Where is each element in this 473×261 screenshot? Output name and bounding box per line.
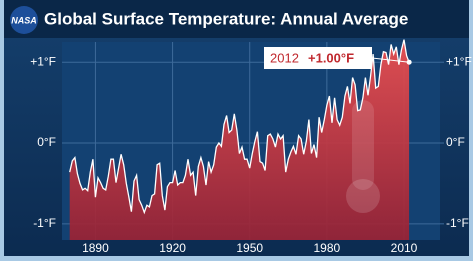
y-tick-label: -1°F [33,216,56,230]
annotation-year: 2012 [270,50,299,65]
x-tick-label: 1890 [82,241,109,255]
chart: NASA Global Surface Temperature: Annual … [0,0,473,261]
y2-tick-label: +1°F [446,54,472,68]
y-tick-label: +1°F [30,54,56,68]
data-point [407,60,412,65]
x-tick-label: 2010 [391,241,418,255]
thermometer-bulb [346,179,380,213]
x-tick-label: 1980 [314,241,341,255]
y-tick-label: 0°F [37,135,56,149]
y2-tick-label: -1°F [446,216,469,230]
x-tick-label: 1920 [159,241,186,255]
y2-tick-label: 0°F [446,135,465,149]
annotation-value: +1.00°F [308,50,354,65]
thermometer [352,100,374,190]
x-tick-label: 1950 [236,241,263,255]
chart-title: Global Surface Temperature: Annual Avera… [44,9,408,28]
logo: NASA [11,15,37,25]
